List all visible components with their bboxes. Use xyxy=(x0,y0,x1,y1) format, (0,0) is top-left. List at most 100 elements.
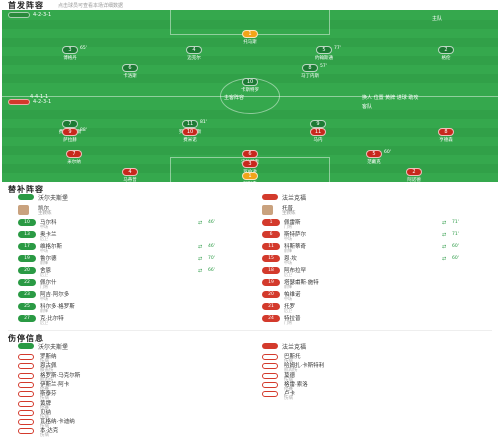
sub-player-row[interactable]: 20 帕维诺 中场 xyxy=(262,290,500,301)
away-coach-name: 托普 xyxy=(282,206,294,212)
home-player[interactable]: 10 卡斯特罗 xyxy=(218,78,282,96)
player-number: 6 xyxy=(242,150,258,158)
sub-player-name: 托罗 xyxy=(284,304,296,310)
sub-player-row[interactable]: 10 马尔科 中场 ⇄ 46' xyxy=(18,218,256,229)
player-name: 托马斯 xyxy=(243,40,257,45)
away-player[interactable]: 10 费米诺 xyxy=(158,128,222,146)
injury-reason: 伤病 xyxy=(284,396,293,402)
injury-reason: 伤病 xyxy=(40,396,49,402)
away-player[interactable]: 7 米尔纳 xyxy=(42,150,106,168)
lineup-title: 首发阵容 xyxy=(8,1,44,10)
player-name: 费米诺 xyxy=(183,138,197,143)
sub-player-row[interactable]: 23 阿吉·阿尔多 中场 xyxy=(18,290,256,301)
player-event-minute: 77' xyxy=(334,46,341,51)
sub-player-row[interactable]: 13 奥卡兰 后卫 xyxy=(18,230,256,241)
injury-reason: 膝盖伤 xyxy=(40,368,54,374)
player-name: 格伦 xyxy=(441,56,451,61)
injury-icon xyxy=(18,409,34,416)
sub-player-row[interactable]: 27 克·比尔特 后卫 xyxy=(18,314,256,325)
home-coach-name: 凯尔 xyxy=(38,206,50,212)
sub-player-position: 后卫 xyxy=(40,236,48,241)
sub-player-position: 前锋 xyxy=(40,308,48,313)
home-player[interactable]: 2 格伦 xyxy=(414,46,478,64)
sub-player-number: 19 xyxy=(18,255,36,262)
sub-player-row[interactable]: 22 佩尔什 门将 xyxy=(18,278,256,289)
sub-player-number: 18 xyxy=(262,267,280,274)
sub-player-row[interactable]: 11 科斯蒂奇 前锋 ⇄ 60' xyxy=(262,242,500,253)
home-player[interactable]: 4 迈克尔 xyxy=(162,46,226,64)
mid-left-label: 4-4-1-1 xyxy=(30,94,49,100)
home-team-badge xyxy=(8,12,30,18)
player-name: 迈克尔 xyxy=(187,56,201,61)
sub-in-icon: ⇄ xyxy=(442,244,447,250)
sub-player-name: 鲁尔德 xyxy=(40,256,57,262)
player-number: 3 xyxy=(242,160,258,168)
player-number: 8 xyxy=(302,64,318,72)
sub-player-row[interactable]: 24 特拉普 门将 xyxy=(262,314,500,325)
player-number: 2 xyxy=(406,168,422,176)
sub-player-name: 科斯蒂奇 xyxy=(284,244,307,250)
sub-in-icon: ⇄ xyxy=(442,232,447,238)
home-player[interactable]: 3 博格丹 65' xyxy=(38,46,102,64)
sub-player-row[interactable]: 1 佩雷斯 门将 ⇄ 71' xyxy=(262,218,500,229)
injury-icon xyxy=(262,372,278,379)
lineup-hint: 点击球员可查看本场详细数据 xyxy=(58,3,124,9)
sub-player-row[interactable]: 19 鲁尔德 前锋 ⇄ 70' xyxy=(18,254,256,265)
player-name: 卡洛斯 xyxy=(123,74,137,79)
injury-reason: 肌肉伤 xyxy=(284,368,298,374)
home-player[interactable]: 6 卡洛斯 xyxy=(98,64,162,82)
injury-icon xyxy=(18,391,34,398)
away-player[interactable]: 8 亨德森 xyxy=(414,128,478,146)
sub-player-number: 6 xyxy=(262,231,280,238)
sub-player-number: 23 xyxy=(18,291,36,298)
away-player[interactable]: 5 范戴克 60' xyxy=(342,150,406,168)
away-player[interactable]: 4 马蒂普 xyxy=(98,168,162,182)
subs-away-team-name: 法兰克福 xyxy=(282,194,307,202)
player-number: 1 xyxy=(242,172,258,180)
sub-player-row[interactable]: 25 科尔多·格罗斯 前锋 xyxy=(18,302,256,313)
player-event-minute: 60' xyxy=(384,150,391,155)
home-player[interactable]: 8 马丁内斯 57' xyxy=(278,64,342,82)
sub-player-position: 门将 xyxy=(40,284,48,289)
sub-player-row[interactable]: 18 阿布拉罕 后卫 xyxy=(262,266,500,277)
injury-title: 伤停信息 xyxy=(8,334,44,343)
sub-player-row[interactable]: 15 恩·坎 中场 ⇄ 60' xyxy=(262,254,500,265)
subs-away-header: 法兰克福 xyxy=(262,193,307,202)
away-coach-role: 主教练 xyxy=(282,211,296,216)
player-name: 约翰斯通 xyxy=(315,56,333,61)
away-player[interactable]: 9 萨拉赫 88' xyxy=(38,128,102,146)
sub-in-icon: ⇄ xyxy=(198,256,203,262)
mid-right-label: 换人 位置 黄牌 进球 助攻 xyxy=(362,94,419,101)
sub-player-number: 27 xyxy=(18,315,36,322)
injured-player-name: 格罗斯·马克尔斯 xyxy=(40,372,81,379)
player-name: 卡斯特罗 xyxy=(241,88,259,93)
injured-player-name: 黄牌 xyxy=(40,400,52,407)
player-name: 米尔纳 xyxy=(67,160,81,165)
away-player[interactable]: 11 马内 xyxy=(286,128,350,146)
injury-icon xyxy=(18,400,34,407)
sub-player-number: 25 xyxy=(18,303,36,310)
sub-player-row[interactable]: 19 塔瑟甫斯·施特 前锋 xyxy=(262,278,500,289)
sub-player-number: 11 xyxy=(262,243,280,250)
injury-away-header: 法兰克福 xyxy=(262,342,307,351)
home-player[interactable]: 5 约翰斯通 77' xyxy=(292,46,356,64)
away-player[interactable]: 2 阿诺德 xyxy=(382,168,446,182)
sub-player-position: 中场 xyxy=(40,296,48,301)
injury-reason: 停赛 xyxy=(284,386,293,392)
sub-player-position: 后卫 xyxy=(40,272,48,277)
sub-player-row[interactable]: 20 舍恩 后卫 ⇄ 66' xyxy=(18,266,256,277)
home-coach-avatar xyxy=(18,205,29,215)
injury-away-team-name: 法兰克福 xyxy=(282,343,307,351)
sub-player-row[interactable]: 21 托罗 后卫 xyxy=(262,302,500,313)
sub-player-row[interactable]: 6 斯特萨尔 中场 ⇄ 71' xyxy=(262,230,500,241)
player-number: 6 xyxy=(122,64,138,72)
player-event-minute: 88' xyxy=(80,128,87,133)
sub-player-position: 中场 xyxy=(40,224,48,229)
player-number: 9 xyxy=(62,128,78,136)
player-number: 4 xyxy=(122,168,138,176)
away-player[interactable]: 1阿利森 xyxy=(218,172,282,182)
sub-in-icon: ⇄ xyxy=(442,256,447,262)
player-name: 阿利森 xyxy=(218,181,282,182)
sub-player-row[interactable]: 17 维格尔斯 中场 ⇄ 46' xyxy=(18,242,256,253)
home-player[interactable]: 1 托马斯 xyxy=(218,30,282,48)
